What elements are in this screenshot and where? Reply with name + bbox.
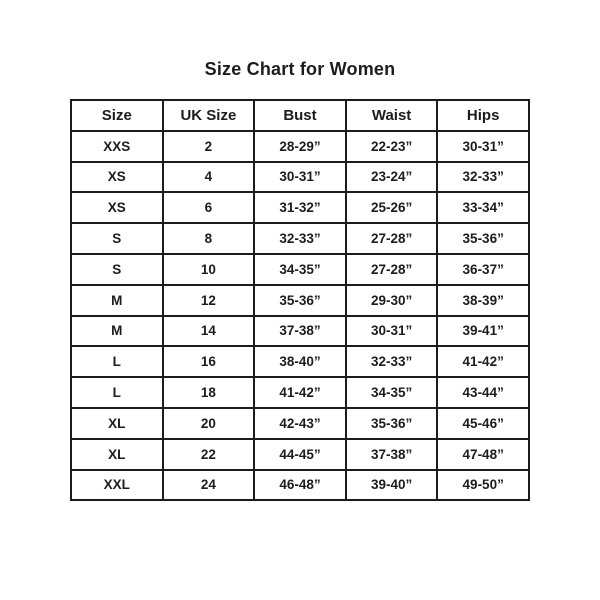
table-cell: 37-38”: [344, 437, 439, 471]
table-cell: 37-38”: [253, 314, 347, 348]
table-cell: 45-46”: [436, 406, 530, 440]
table-cell: L: [70, 345, 164, 379]
table-cell: 4: [161, 160, 256, 194]
table-cell: 30-31”: [344, 314, 439, 348]
table-cell: 2: [161, 129, 256, 163]
header-row: Size UK Size Bust Waist Hips: [70, 99, 530, 132]
table-row: S 8 32-33” 27-28” 35-36”: [70, 222, 530, 255]
table-row: S 10 34-35” 27-28” 36-37”: [70, 252, 530, 286]
table-row: L 16 38-40” 32-33” 41-42”: [70, 345, 530, 379]
table-cell: 29-30”: [344, 283, 439, 317]
table-row: XS 6 31-32” 25-26” 33-34”: [70, 191, 530, 225]
table-cell: XL: [70, 406, 164, 440]
table-cell: 39-40”: [344, 468, 439, 502]
table-cell: M: [70, 283, 164, 317]
table-cell: 22: [161, 437, 256, 471]
table-cell: 44-45”: [253, 437, 347, 471]
table-cell: XS: [70, 160, 164, 194]
table-cell: 30-31”: [253, 160, 347, 194]
table-row: XXL 24 46-48” 39-40” 49-50”: [70, 468, 530, 502]
table-cell: 23-24”: [344, 160, 439, 194]
table-cell: 41-42”: [253, 376, 347, 409]
table-cell: XXL: [70, 468, 164, 502]
table-cell: 49-50”: [436, 468, 530, 502]
table-cell: 42-43”: [253, 406, 347, 440]
table-cell: 39-41”: [436, 314, 530, 348]
table-cell: 27-28”: [344, 252, 439, 286]
column-header-size: Size: [70, 99, 164, 132]
table-cell: 14: [161, 314, 256, 348]
table-cell: 10: [161, 252, 256, 286]
table-cell: 43-44”: [436, 376, 530, 409]
page-title: Size Chart for Women: [204, 59, 396, 79]
table-cell: 32-33”: [436, 160, 530, 194]
table-cell: 22-23”: [344, 129, 439, 163]
column-header-waist: Waist: [344, 99, 439, 132]
column-header-bust: Bust: [253, 99, 347, 132]
table-cell: 38-40”: [253, 345, 347, 379]
column-header-uk-size: UK Size: [161, 99, 256, 132]
table-cell: 41-42”: [436, 345, 530, 379]
table-cell: 34-35”: [253, 252, 347, 286]
table-body: XXS 2 28-29” 22-23” 30-31” XS 4 30-31” 23-24” 32-…: [70, 129, 530, 502]
table-cell: 6: [161, 191, 256, 225]
table-cell: XS: [70, 191, 164, 225]
table-row: XS 4 30-31” 23-24” 32-33”: [70, 160, 530, 194]
table-row: XL 20 42-43” 35-36” 45-46”: [70, 406, 530, 440]
table-row: L 18 41-42” 34-35” 43-44”: [70, 376, 530, 409]
table-cell: M: [70, 314, 164, 348]
table-cell: 36-37”: [436, 252, 530, 286]
table-cell: L: [70, 376, 164, 409]
table-cell: 18: [161, 376, 256, 409]
table-cell: 34-35”: [344, 376, 439, 409]
table-cell: 12: [161, 283, 256, 317]
table-cell: 8: [161, 222, 256, 255]
table-cell: 47-48”: [436, 437, 530, 471]
table-cell: 33-34”: [436, 191, 530, 225]
table-cell: 30-31”: [436, 129, 530, 163]
table-cell: 16: [161, 345, 256, 379]
table-row: XXS 2 28-29” 22-23” 30-31”: [70, 129, 530, 163]
table-row: M 12 35-36” 29-30” 38-39”: [70, 283, 530, 317]
table-cell: XXS: [70, 129, 164, 163]
table-cell: XL: [70, 437, 164, 471]
table-cell: 27-28”: [344, 222, 439, 255]
table-cell: 38-39”: [436, 283, 530, 317]
table-cell: S: [70, 222, 164, 255]
table-cell: 35-36”: [436, 222, 530, 255]
table-cell: 46-48”: [253, 468, 347, 502]
size-chart-table: Size UK Size Bust Waist Hips XXS 2 28-29” 22-23…: [70, 99, 530, 502]
table-cell: 25-26”: [344, 191, 439, 225]
table-cell: 32-33”: [344, 345, 439, 379]
table-row: M 14 37-38” 30-31” 39-41”: [70, 314, 530, 348]
table-cell: 35-36”: [344, 406, 439, 440]
table-cell: 35-36”: [253, 283, 347, 317]
table-head: Size UK Size Bust Waist Hips: [70, 99, 530, 132]
table-cell: 31-32”: [253, 191, 347, 225]
table-row: XL 22 44-45” 37-38” 47-48”: [70, 437, 530, 471]
table-cell: 28-29”: [253, 129, 347, 163]
table-cell: 24: [161, 468, 256, 502]
table-cell: S: [70, 252, 164, 286]
table-cell: 32-33”: [253, 222, 347, 255]
table-cell: 20: [161, 406, 256, 440]
column-header-hips: Hips: [436, 99, 530, 132]
